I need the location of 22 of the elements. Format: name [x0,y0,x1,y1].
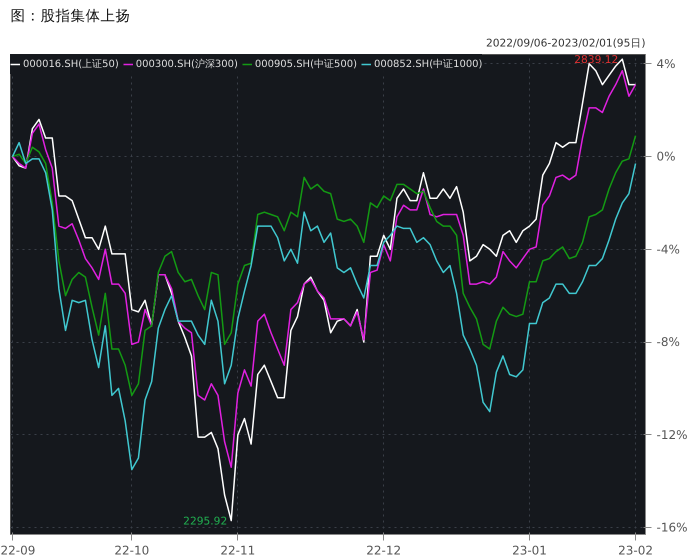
text: 2022/09/06-2023/02/01(95日) [486,36,646,50]
x-tick-label: 22-11 [220,544,256,557]
x-tick-label: 22-09 [0,544,36,557]
x-tick-label: 22-12 [366,544,402,557]
legend-label: 000016.SH(上证50) [23,58,119,71]
x-tick-label: 23-01 [512,544,547,557]
y-tick-label: 0% [656,150,676,164]
x-tick-label: 22-10 [114,544,150,557]
annotation: 2839.12 [574,53,618,66]
x-tick-label: 23-02 [618,544,653,557]
line-series [12,134,636,396]
y-tick-label: -16% [656,520,688,535]
y-tick-label: -12% [656,428,688,442]
legend-label: 000852.SH(中证1000) [374,58,482,71]
y-tick-label: -8% [656,335,680,350]
legend-label: 000300.SH(沪深300) [136,58,238,71]
y-tick-label: -4% [656,242,680,256]
legend-label: 000905.SH(中证500) [254,58,357,71]
chart-title: 图：股指集体上扬 [10,8,130,24]
annotation: 2295.92 [183,514,228,528]
y-tick-label: 4% [656,56,676,71]
line-series [12,142,636,470]
